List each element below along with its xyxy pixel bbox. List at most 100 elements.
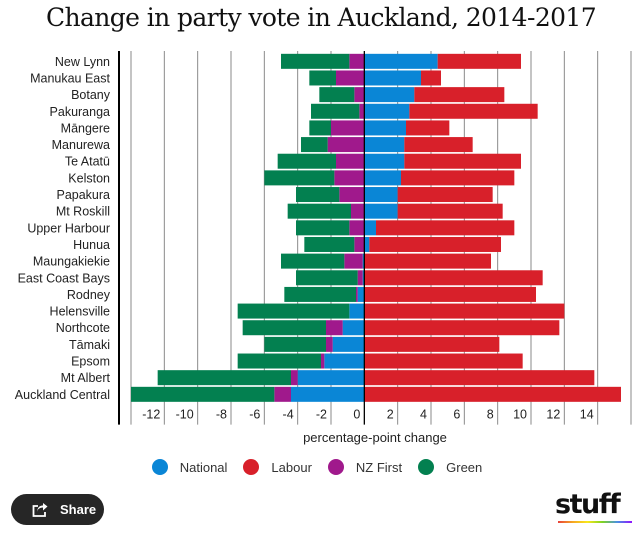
bar-labour[interactable] xyxy=(397,203,503,219)
bar-national[interactable] xyxy=(364,153,405,169)
bar-labour[interactable] xyxy=(401,170,515,186)
bar-green[interactable] xyxy=(304,236,355,252)
bar-labour[interactable] xyxy=(364,270,543,286)
bar-green[interactable] xyxy=(296,270,358,286)
bar-labour[interactable] xyxy=(409,103,538,119)
bar-labour[interactable] xyxy=(364,370,595,386)
bar-labour[interactable] xyxy=(376,220,515,236)
bar-nz-first[interactable] xyxy=(331,120,365,136)
bar-green[interactable] xyxy=(131,386,275,402)
bar-nz-first[interactable] xyxy=(349,53,365,69)
bar-nz-first[interactable] xyxy=(354,87,365,103)
bar-national[interactable] xyxy=(364,236,370,252)
bar-green[interactable] xyxy=(242,320,326,336)
bar-labour[interactable] xyxy=(421,70,441,86)
bar-labour[interactable] xyxy=(397,187,493,203)
legend-item-national[interactable]: National xyxy=(151,459,236,475)
bar-nz-first[interactable] xyxy=(326,336,333,352)
legend-item-nz-first[interactable]: NZ First xyxy=(327,459,410,475)
bar-labour[interactable] xyxy=(404,137,473,153)
x-axis-label: percentage-point change xyxy=(303,430,447,445)
bar-national[interactable] xyxy=(364,53,438,69)
bar-national[interactable] xyxy=(364,137,405,153)
bar-national[interactable] xyxy=(349,303,365,319)
bar-labour[interactable] xyxy=(364,286,536,302)
tick-label: 12 xyxy=(546,408,560,422)
bar-national[interactable] xyxy=(362,270,365,286)
bar-nz-first[interactable] xyxy=(321,353,325,369)
category-label: Māngere xyxy=(61,121,110,135)
bar-nz-first[interactable] xyxy=(327,137,365,153)
bar-nz-first[interactable] xyxy=(357,270,363,286)
bar-green[interactable] xyxy=(264,336,326,352)
bar-nz-first[interactable] xyxy=(326,320,343,336)
bar-labour[interactable] xyxy=(364,303,565,319)
stuff-logo[interactable]: stuff xyxy=(555,490,635,526)
bar-labour[interactable] xyxy=(414,87,505,103)
bar-nz-first[interactable] xyxy=(354,236,365,252)
bar-national[interactable] xyxy=(362,253,365,269)
bar-national[interactable] xyxy=(364,170,401,186)
bar-national[interactable] xyxy=(364,87,415,103)
bar-national[interactable] xyxy=(364,187,398,203)
bar-green[interactable] xyxy=(281,253,345,269)
logo-text: stuff xyxy=(555,489,621,520)
category-labels: New Lynn Manukau East Botany Pakuranga Mānge… xyxy=(15,55,111,402)
bar-green[interactable] xyxy=(281,53,350,69)
bar-nz-first[interactable] xyxy=(359,103,365,119)
legend-item-green[interactable]: Green xyxy=(418,459,490,475)
bar-labour[interactable] xyxy=(364,320,560,336)
bar-green[interactable] xyxy=(284,286,356,302)
bar-national[interactable] xyxy=(364,120,406,136)
bar-labour[interactable] xyxy=(369,236,501,252)
bar-green[interactable] xyxy=(301,137,328,153)
bar-labour[interactable] xyxy=(406,120,450,136)
bar-green[interactable] xyxy=(319,87,355,103)
national-dot-icon xyxy=(151,459,168,475)
bar-green[interactable] xyxy=(287,203,351,219)
bar-nz-first[interactable] xyxy=(349,220,365,236)
bar-green[interactable] xyxy=(157,370,291,386)
bar-national[interactable] xyxy=(291,386,365,402)
bar-national[interactable] xyxy=(364,70,421,86)
bar-nz-first[interactable] xyxy=(291,370,298,386)
bar-national[interactable] xyxy=(364,203,398,219)
bar-nz-first[interactable] xyxy=(351,203,365,219)
bar-national[interactable] xyxy=(364,103,410,119)
bar-nz-first[interactable] xyxy=(356,286,358,302)
green-dot-icon xyxy=(418,459,435,475)
bar-nz-first[interactable] xyxy=(274,386,291,402)
bar-nz-first[interactable] xyxy=(334,170,365,186)
share-button[interactable]: Share xyxy=(11,494,104,525)
bar-green[interactable] xyxy=(277,153,336,169)
tick-label: 6 xyxy=(453,408,460,422)
bar-green[interactable] xyxy=(311,103,360,119)
bar-green[interactable] xyxy=(309,120,331,136)
bar-national[interactable] xyxy=(342,320,365,336)
bar-national[interactable] xyxy=(364,220,376,236)
bar-nz-first[interactable] xyxy=(336,70,365,86)
bar-labour[interactable] xyxy=(364,253,491,269)
bar-national[interactable] xyxy=(324,353,365,369)
bar-national[interactable] xyxy=(357,286,365,302)
bar-labour[interactable] xyxy=(364,353,523,369)
tick-label: 14 xyxy=(580,408,594,422)
bar-labour[interactable] xyxy=(364,386,621,402)
legend-item-labour[interactable]: Labour xyxy=(243,459,319,475)
bar-labour[interactable] xyxy=(437,53,521,69)
bar-green[interactable] xyxy=(264,170,335,186)
bar-national[interactable] xyxy=(297,370,365,386)
bar-green[interactable] xyxy=(237,303,350,319)
bar-green[interactable] xyxy=(296,187,340,203)
bar-nz-first[interactable] xyxy=(339,187,365,203)
bar-green[interactable] xyxy=(309,70,336,86)
bar-labour[interactable] xyxy=(364,336,500,352)
bar-green[interactable] xyxy=(237,353,321,369)
bar-nz-first[interactable] xyxy=(336,153,365,169)
bar-labour[interactable] xyxy=(404,153,521,169)
bar-green[interactable] xyxy=(296,220,350,236)
category-label: Mt Roskill xyxy=(56,205,110,219)
bar-national[interactable] xyxy=(332,336,365,352)
bar-nz-first[interactable] xyxy=(344,253,363,269)
bar-chart: New Lynn Manukau East Botany Pakuranga Mānge… xyxy=(15,51,632,445)
